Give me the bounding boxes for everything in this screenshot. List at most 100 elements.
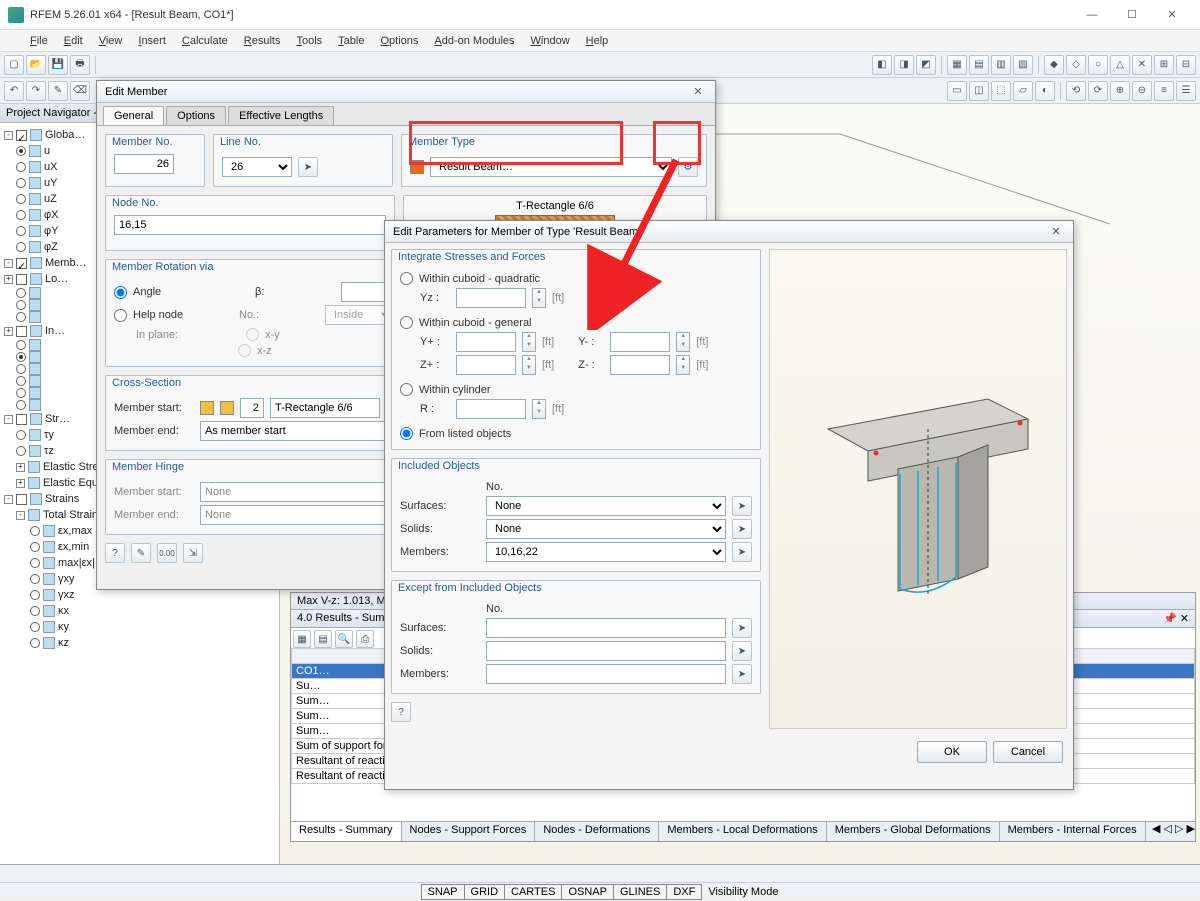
- tool-k[interactable]: △: [1110, 55, 1130, 75]
- menu-results[interactable]: Results: [236, 33, 289, 49]
- menu-window[interactable]: Window: [523, 33, 578, 49]
- pick-line-icon[interactable]: ➤: [298, 157, 318, 177]
- tool-print-icon[interactable]: 🖶: [70, 55, 90, 75]
- pick-surfaces-icon[interactable]: ➤: [732, 496, 752, 516]
- tree-row[interactable]: κx: [2, 603, 277, 619]
- member-type-select[interactable]: Result Beam…: [430, 157, 672, 177]
- tool-a[interactable]: ◧: [872, 55, 892, 75]
- rtool-a[interactable]: ▦: [293, 630, 311, 648]
- pick-ex-surfaces-icon[interactable]: ➤: [732, 618, 752, 638]
- dlg-note-icon[interactable]: ✎: [131, 543, 151, 563]
- tool-j[interactable]: ○: [1088, 55, 1108, 75]
- tool-g[interactable]: ▧: [1013, 55, 1033, 75]
- dlg-unit-icon[interactable]: 0.00: [157, 543, 177, 563]
- menu-table[interactable]: Table: [330, 33, 372, 49]
- rotation-helpnode-radio[interactable]: [114, 309, 127, 322]
- tool2-i[interactable]: ◐: [1035, 81, 1055, 101]
- tab-options[interactable]: Options: [166, 106, 226, 125]
- menu-help[interactable]: Help: [578, 33, 617, 49]
- except-solids-input[interactable]: [486, 641, 726, 661]
- tool-open-icon[interactable]: 📂: [26, 55, 46, 75]
- except-members-input[interactable]: [486, 664, 726, 684]
- tool2-l[interactable]: ⊕: [1110, 81, 1130, 101]
- tool2-m[interactable]: ⊖: [1132, 81, 1152, 101]
- tool-h[interactable]: ◆: [1044, 55, 1064, 75]
- pick-solids-icon[interactable]: ➤: [732, 519, 752, 539]
- params-close-icon[interactable]: ✕: [1047, 225, 1065, 238]
- status-grid[interactable]: GRID: [464, 884, 506, 900]
- menu-insert[interactable]: Insert: [130, 33, 174, 49]
- menu-edit[interactable]: Edit: [56, 33, 91, 49]
- member-no-input[interactable]: [114, 154, 174, 174]
- cancel-button[interactable]: Cancel: [993, 741, 1063, 763]
- edit-member-close-icon[interactable]: ✕: [689, 85, 707, 98]
- ok-button[interactable]: OK: [917, 741, 987, 763]
- maximize-button[interactable]: ☐: [1112, 1, 1152, 29]
- results-tab[interactable]: Results - Summary: [291, 822, 402, 841]
- tool-m[interactable]: ⊞: [1154, 55, 1174, 75]
- tool-f[interactable]: ▥: [991, 55, 1011, 75]
- tool2-n[interactable]: ≡: [1154, 81, 1174, 101]
- results-pin-icon[interactable]: 📌 ✕: [1163, 612, 1189, 625]
- status-cartes[interactable]: CARTES: [504, 884, 562, 900]
- tool-c[interactable]: ◩: [916, 55, 936, 75]
- results-tab[interactable]: Nodes - Support Forces: [402, 822, 536, 841]
- tool-e[interactable]: ▤: [969, 55, 989, 75]
- opt-general-radio[interactable]: [400, 316, 413, 329]
- params-help-icon[interactable]: ?: [391, 702, 411, 722]
- menu-options[interactable]: Options: [372, 33, 426, 49]
- rtool-b[interactable]: ▤: [314, 630, 332, 648]
- tool2-k[interactable]: ⟳: [1088, 81, 1108, 101]
- close-button[interactable]: ✕: [1152, 1, 1192, 29]
- dlg-help-icon[interactable]: ?: [105, 543, 125, 563]
- rtool-c[interactable]: 🔍: [335, 630, 353, 648]
- tool2-c[interactable]: ✎: [48, 81, 68, 101]
- tool2-o[interactable]: ☰: [1176, 81, 1196, 101]
- menu-file[interactable]: File: [22, 33, 56, 49]
- tool2-d[interactable]: ⌫: [70, 81, 90, 101]
- pick-ex-members-icon[interactable]: ➤: [732, 664, 752, 684]
- minimize-button[interactable]: —: [1072, 1, 1112, 29]
- status-snap[interactable]: SNAP: [421, 884, 465, 900]
- status-osnap[interactable]: OSNAP: [561, 884, 614, 900]
- tool-i[interactable]: ◇: [1066, 55, 1086, 75]
- member-type-edit-icon[interactable]: ⚙: [678, 157, 698, 177]
- opt-listed-radio[interactable]: [400, 427, 413, 440]
- results-tab-scroll[interactable]: ◀ ◁ ▷ ▶: [1152, 822, 1195, 841]
- cs-start-num[interactable]: [240, 398, 264, 418]
- rotation-angle-radio[interactable]: [114, 286, 127, 299]
- except-surfaces-input[interactable]: [486, 618, 726, 638]
- dlg-export-icon[interactable]: ⇲: [183, 543, 203, 563]
- menu-calculate[interactable]: Calculate: [174, 33, 236, 49]
- opt-cylinder-radio[interactable]: [400, 383, 413, 396]
- tree-row[interactable]: κy: [2, 619, 277, 635]
- status-dxf[interactable]: DXF: [666, 884, 702, 900]
- tool-n[interactable]: ⊟: [1176, 55, 1196, 75]
- pick-ex-solids-icon[interactable]: ➤: [732, 641, 752, 661]
- included-solids-select[interactable]: None: [486, 519, 726, 539]
- tool-b[interactable]: ◨: [894, 55, 914, 75]
- tool-new-icon[interactable]: ▢: [4, 55, 24, 75]
- tab-effective-lengths[interactable]: Effective Lengths: [228, 106, 334, 125]
- tool2-f[interactable]: ◫: [969, 81, 989, 101]
- tool-l[interactable]: ✕: [1132, 55, 1152, 75]
- tree-row[interactable]: κz: [2, 635, 277, 651]
- pick-members-icon[interactable]: ➤: [732, 542, 752, 562]
- tool2-h[interactable]: ▱: [1013, 81, 1033, 101]
- included-members-select[interactable]: 10,16,22: [486, 542, 726, 562]
- node-no-input[interactable]: [114, 215, 386, 235]
- tool2-b[interactable]: ↷: [26, 81, 46, 101]
- menu-add-on-modules[interactable]: Add-on Modules: [426, 33, 522, 49]
- tool2-e[interactable]: ▭: [947, 81, 967, 101]
- tool2-g[interactable]: ⬚: [991, 81, 1011, 101]
- tool2-j[interactable]: ⟲: [1066, 81, 1086, 101]
- line-no-select[interactable]: 26: [222, 157, 292, 177]
- menu-tools[interactable]: Tools: [288, 33, 330, 49]
- menu-view[interactable]: View: [91, 33, 131, 49]
- included-surfaces-select[interactable]: None: [486, 496, 726, 516]
- results-tab[interactable]: Nodes - Deformations: [535, 822, 659, 841]
- status-glines[interactable]: GLINES: [613, 884, 667, 900]
- results-tab[interactable]: Members - Internal Forces: [1000, 822, 1146, 841]
- opt-quadratic-radio[interactable]: [400, 272, 413, 285]
- rtool-d[interactable]: ⎙: [356, 630, 374, 648]
